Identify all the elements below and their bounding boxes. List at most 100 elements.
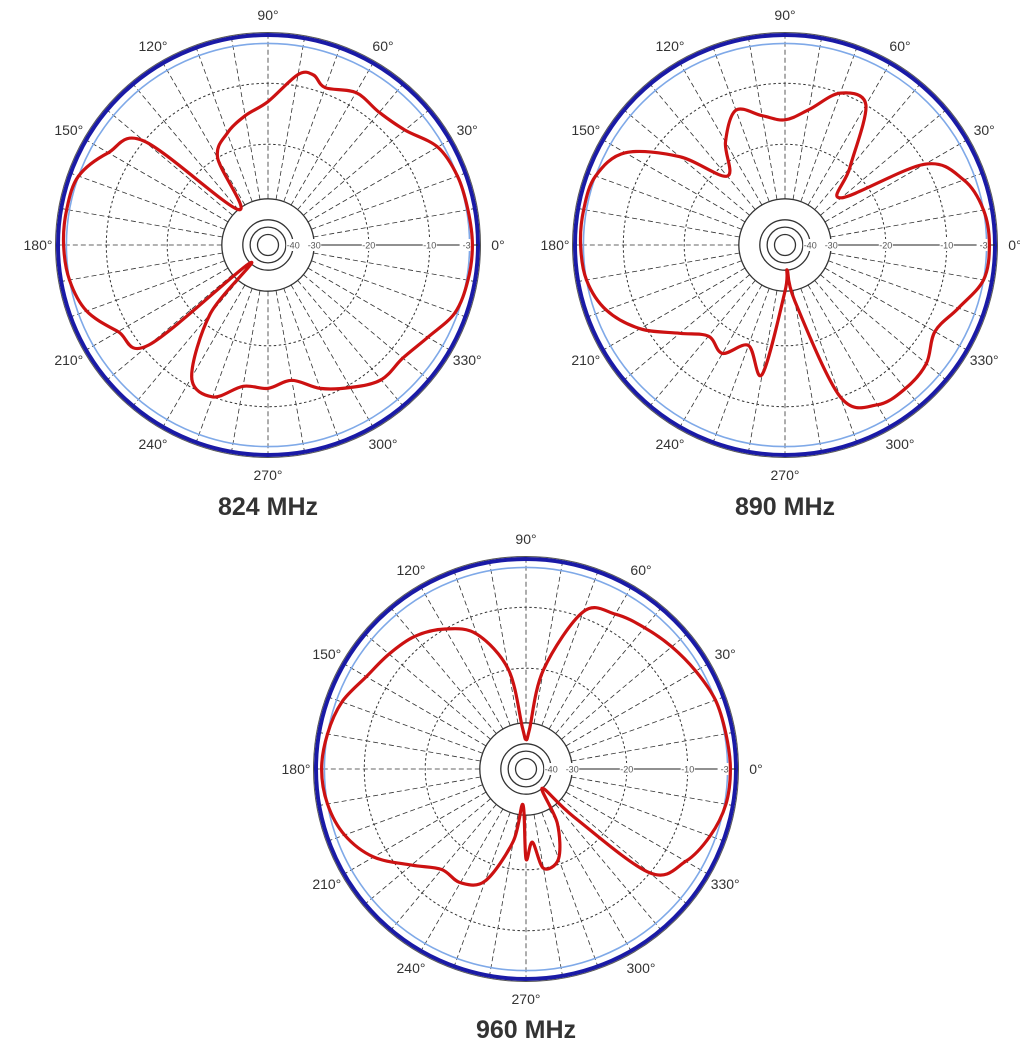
ring-label: -20 bbox=[879, 241, 892, 251]
radial-grid-line bbox=[679, 62, 763, 206]
radial-grid-line bbox=[555, 607, 662, 734]
radial-grid-line bbox=[602, 267, 746, 351]
radial-grid-line bbox=[313, 208, 475, 238]
radial-grid-line bbox=[420, 808, 504, 952]
angle-label: 180° bbox=[24, 237, 53, 253]
radial-grid-line bbox=[132, 83, 239, 210]
radial-grid-line bbox=[807, 284, 891, 428]
radial-grid-line bbox=[343, 791, 487, 875]
angle-label: 300° bbox=[369, 436, 398, 452]
radial-grid-line bbox=[290, 62, 374, 206]
radial-grid-line bbox=[565, 663, 709, 747]
ring-label: -20 bbox=[362, 241, 375, 251]
radial-grid-line bbox=[162, 62, 246, 206]
radial-grid-line bbox=[830, 252, 992, 282]
radial-grid-line bbox=[807, 62, 891, 206]
angle-label: 60° bbox=[889, 38, 910, 54]
angle-label: 0° bbox=[1008, 237, 1020, 253]
angle-label: 330° bbox=[453, 352, 482, 368]
radial-grid-line bbox=[792, 290, 822, 452]
radial-grid-line bbox=[307, 139, 451, 223]
radial-grid-line bbox=[290, 284, 374, 428]
ring-label-bg bbox=[307, 239, 322, 251]
angle-label: 270° bbox=[254, 467, 283, 483]
radial-grid-line bbox=[800, 288, 858, 443]
radial-grid-line bbox=[489, 562, 519, 724]
radial-grid-line bbox=[820, 274, 947, 381]
ring-label: -3 bbox=[463, 241, 471, 251]
radial-grid-line bbox=[106, 274, 233, 381]
radial-grid-line bbox=[307, 267, 451, 351]
radial-grid-line bbox=[70, 172, 225, 230]
radial-grid-line bbox=[571, 732, 733, 762]
radial-grid-line bbox=[533, 814, 563, 976]
radial-grid-line bbox=[814, 83, 921, 210]
radial-grid-line bbox=[555, 804, 662, 931]
angle-label: 0° bbox=[491, 237, 504, 253]
radial-grid-line bbox=[85, 267, 229, 351]
outer-ring-edge bbox=[572, 32, 998, 458]
db-ring-30 bbox=[221, 198, 315, 292]
angle-label: 90° bbox=[515, 531, 536, 547]
angle-label: 0° bbox=[749, 761, 762, 777]
radial-grid-line bbox=[565, 791, 709, 875]
radial-grid-line bbox=[420, 586, 504, 730]
radial-grid-line bbox=[390, 607, 497, 734]
radial-grid-line bbox=[533, 562, 563, 724]
ring-label-bg bbox=[459, 239, 474, 251]
radiation-pattern-line bbox=[61, 70, 474, 399]
db-ring-30 bbox=[738, 198, 832, 292]
radial-grid-line bbox=[828, 260, 983, 318]
radial-grid-line bbox=[649, 83, 756, 210]
radial-grid-line bbox=[311, 172, 466, 230]
ring-label-bg bbox=[680, 763, 695, 775]
angle-label: 240° bbox=[397, 960, 426, 976]
radial-grid-line bbox=[569, 784, 724, 842]
radial-grid-line bbox=[679, 284, 763, 428]
radial-grid-line bbox=[824, 267, 968, 351]
radial-grid-line bbox=[390, 804, 497, 931]
angle-label: 30° bbox=[974, 122, 995, 138]
ring-label: -30 bbox=[308, 241, 321, 251]
radial-grid-line bbox=[578, 208, 740, 238]
radial-grid-line bbox=[824, 139, 968, 223]
ring-label-bg bbox=[565, 763, 580, 775]
radial-grid-line bbox=[328, 696, 483, 754]
angle-label: 330° bbox=[711, 876, 740, 892]
angle-label: 300° bbox=[627, 960, 656, 976]
polar-chart-890: -3 -10 -20 -30 -40 0° 30° 60° 90° 120° 150° 180° 210… bbox=[541, 7, 1020, 521]
radial-grid-line bbox=[106, 109, 233, 216]
angle-label: 210° bbox=[312, 876, 341, 892]
radial-grid-line bbox=[541, 571, 599, 726]
radial-grid-line bbox=[569, 696, 724, 754]
angle-label: 180° bbox=[541, 237, 570, 253]
radial-grid-line bbox=[571, 776, 733, 806]
radial-grid-line bbox=[587, 172, 742, 230]
radiation-pattern-line bbox=[578, 91, 991, 410]
angle-label: 240° bbox=[656, 436, 685, 452]
radiation-pattern-line bbox=[320, 606, 732, 887]
polar-chart-824: -3 -10 -20 -30 -40 0° 30° 60° 90° 120° 150° 180° 210… bbox=[24, 7, 505, 521]
angle-label: 90° bbox=[774, 7, 795, 23]
angle-label: 120° bbox=[397, 562, 426, 578]
angle-label: 300° bbox=[886, 436, 915, 452]
radial-grid-line bbox=[561, 633, 688, 740]
ring-label: -10 bbox=[423, 241, 436, 251]
ring-label: -10 bbox=[940, 241, 953, 251]
ring-label: -30 bbox=[825, 241, 838, 251]
radial-grid-line bbox=[275, 38, 305, 200]
radial-grid-line bbox=[275, 290, 305, 452]
radial-grid-line bbox=[712, 288, 770, 443]
angle-label: 30° bbox=[457, 122, 478, 138]
ring-label: -40 bbox=[545, 765, 558, 775]
angle-label: 60° bbox=[630, 562, 651, 578]
radial-grid-line bbox=[231, 38, 261, 200]
ring-label: -40 bbox=[287, 241, 300, 251]
angle-label: 150° bbox=[571, 122, 600, 138]
center-ring bbox=[514, 757, 538, 781]
angle-label: 210° bbox=[571, 352, 600, 368]
radial-grid-line bbox=[364, 633, 491, 740]
radial-grid-line bbox=[623, 274, 750, 381]
ring-label: -3 bbox=[980, 241, 988, 251]
